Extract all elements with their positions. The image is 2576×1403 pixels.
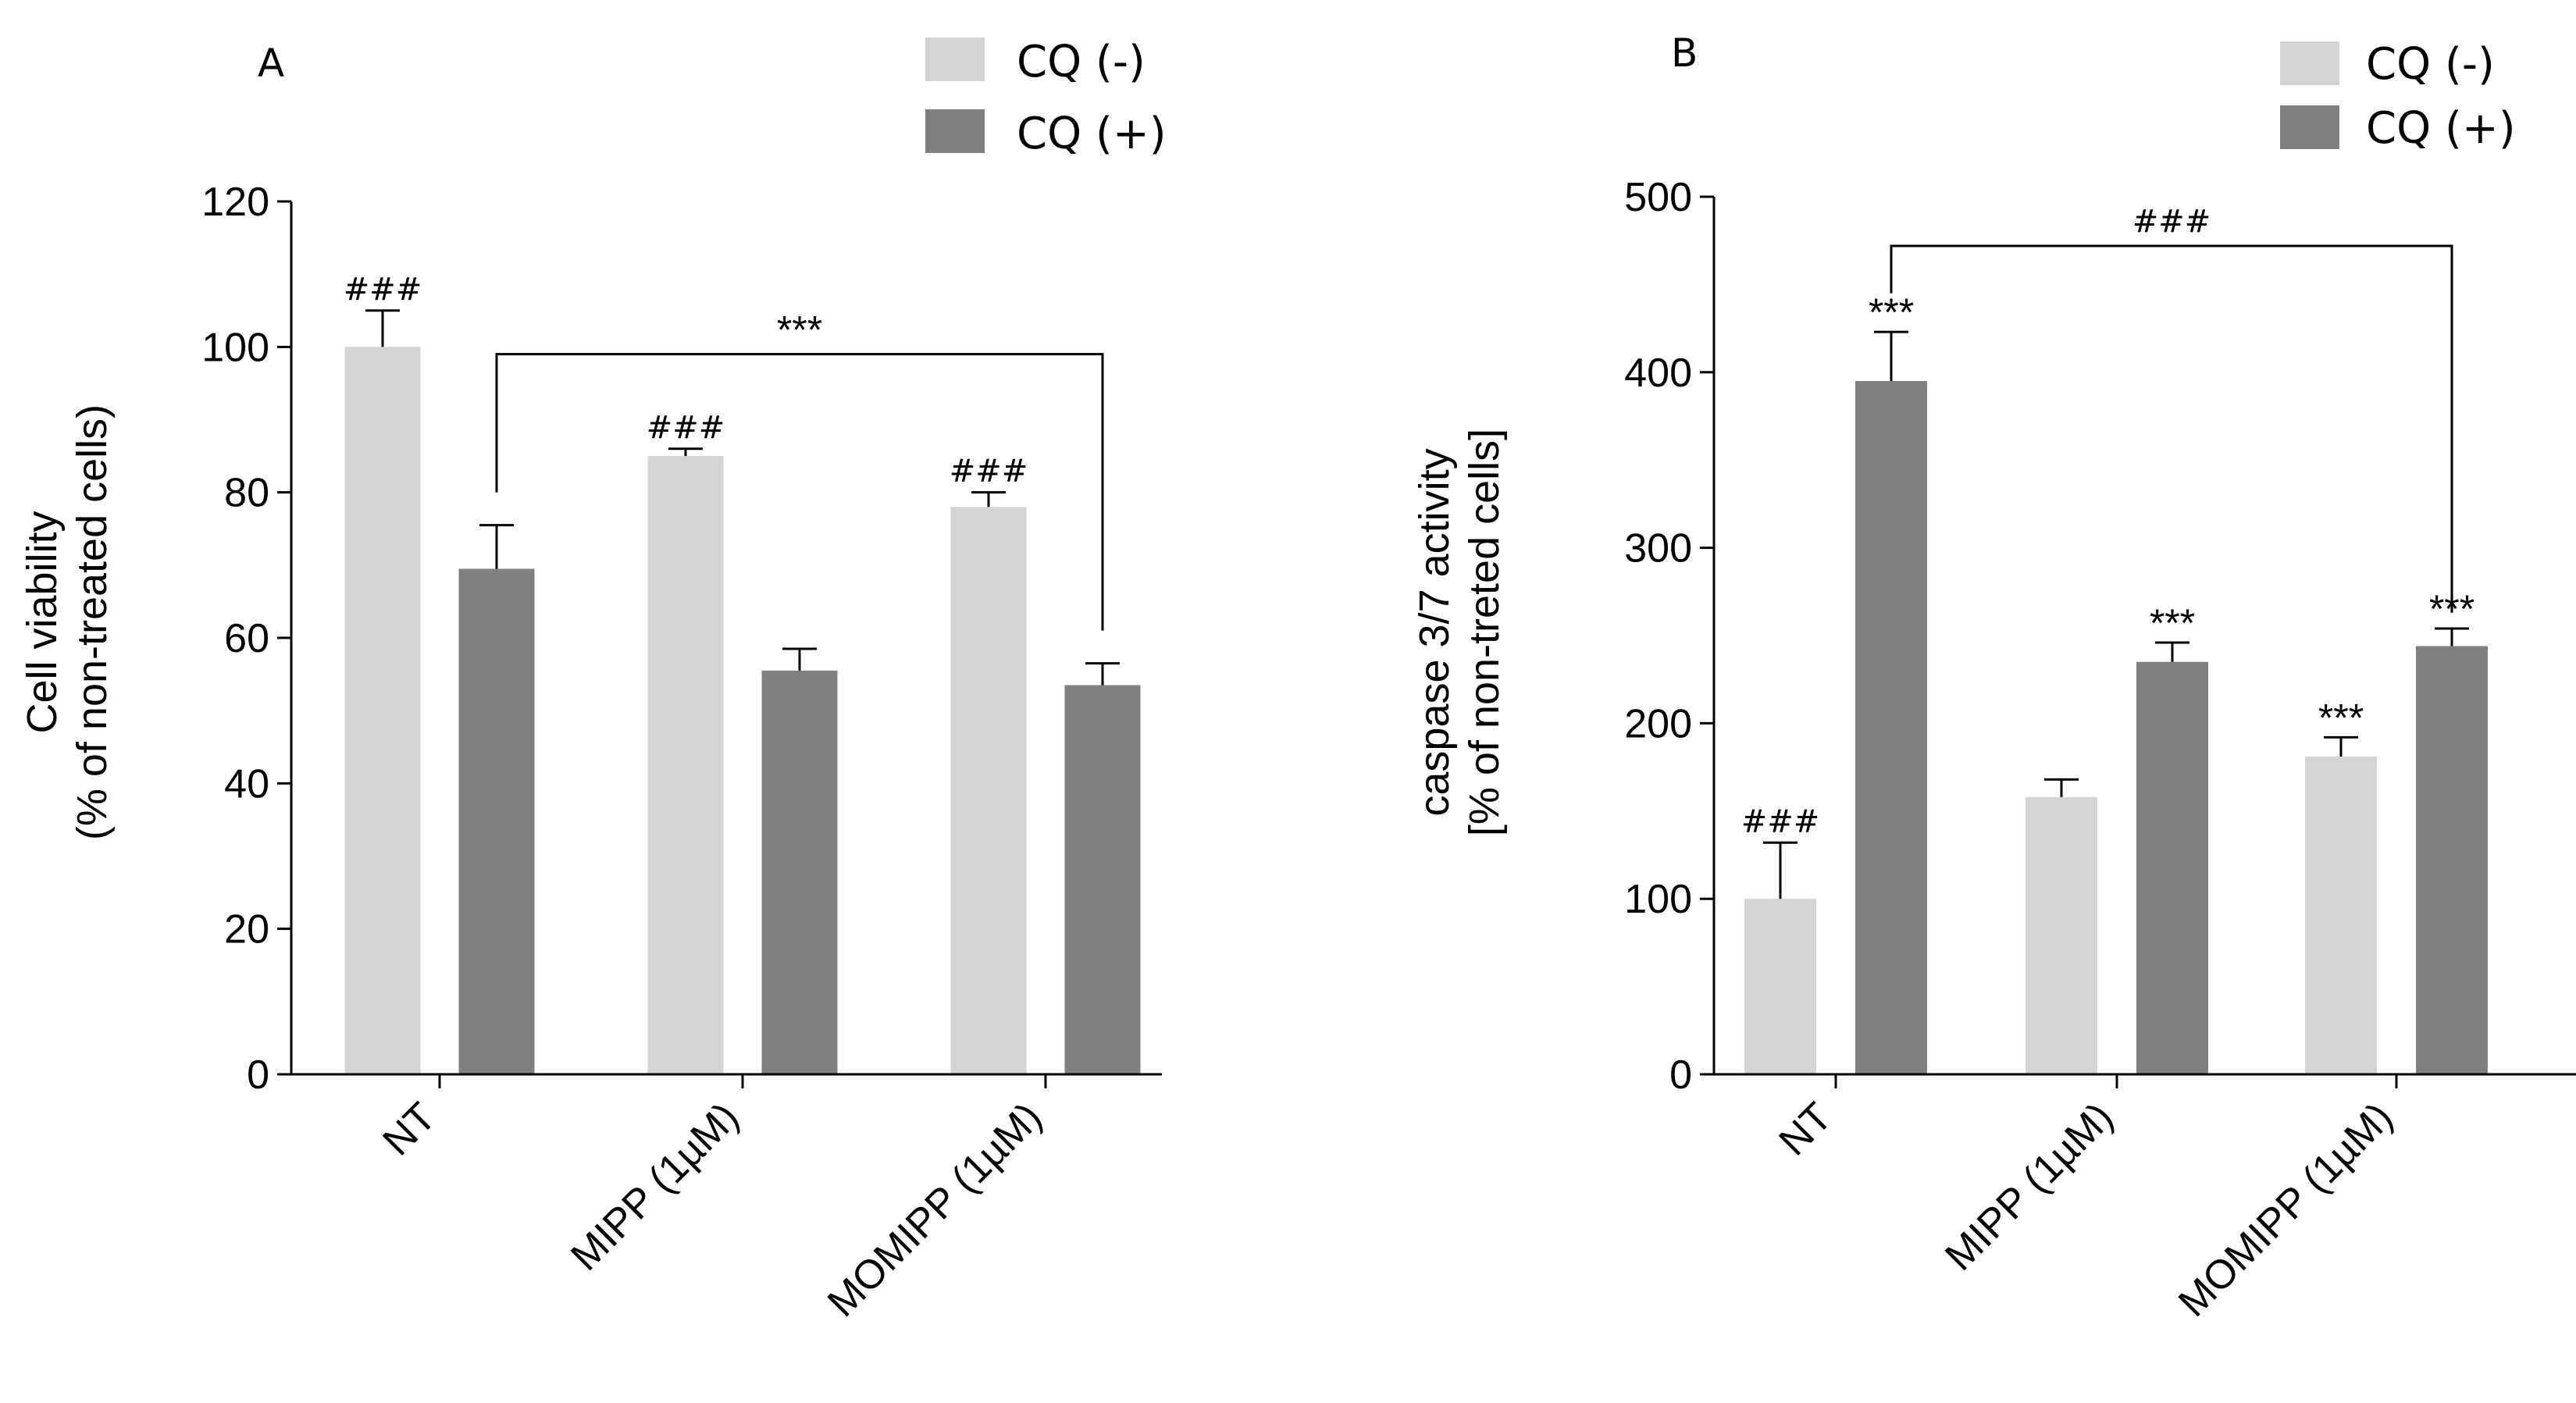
panel-b-y-tick-label: 500 [1624, 175, 1692, 220]
panel-b-y-tick-label: 400 [1624, 351, 1692, 396]
panel-a-bracket-label: *** [777, 308, 822, 352]
panel-b-legend-label-cq-plus: CQ (+) [2366, 103, 2516, 154]
panel-b-bar-cq-minus [1744, 899, 1816, 1074]
panel-b-y-tick-label: 200 [1624, 701, 1692, 746]
panel-b-legend-label-cq-minus: CQ (-) [2366, 39, 2495, 90]
panel-a-x-tick-label-group: NT [374, 1094, 444, 1164]
panel-a-annotations: ### ### ### [344, 272, 1028, 490]
panel-b-x-ticks [1834, 1074, 2398, 1088]
panel-a-significance-bracket: *** [495, 308, 1104, 631]
panel-a-bar-cq-plus [761, 670, 838, 1074]
panel-b-legend-swatch-cq-minus [2280, 41, 2339, 85]
panel-b-bracket-label: ### [2132, 204, 2211, 240]
panel-a-legend-label-cq-minus: CQ (-) [1017, 37, 1145, 87]
panel-b-x-tick-label-group: NT [1770, 1094, 1840, 1164]
panel-b-y-tick-label: 100 [1624, 877, 1692, 922]
panel-a-legend-label-cq-plus: CQ (+) [1017, 109, 1167, 159]
panel-b-x-tick-label: MIPP (1µM) [1936, 1094, 2122, 1279]
panel-b-bar-cq-plus [2416, 646, 2488, 1074]
panel-a-legend: CQ (-) CQ (+) [925, 37, 1167, 159]
panel-a-y-tick-label: 80 [224, 471, 269, 516]
panel-a-bar-cq-plus [458, 568, 535, 1074]
panel-b-y-axis-title-line1: caspase 3/7 activity [1411, 448, 1458, 816]
panel-a-letter: A [258, 41, 284, 86]
panel-b-bar-cq-minus [2026, 796, 2097, 1074]
panel-a-y-tick-label: 20 [224, 907, 269, 953]
panel-a-y-tick-label: 0 [247, 1052, 269, 1098]
panel-a-x-tick-label-group: MIPP (1µM) [562, 1094, 747, 1279]
panel-b-x-tick-label: MOMIPP (1µM) [2170, 1094, 2401, 1325]
panel-a-hash-annotation: ### [647, 410, 725, 446]
panel-b: B CQ (-) CQ (+) caspase 3/7 activity [% … [1411, 30, 2576, 1326]
panel-a-y-axis-title: Cell viability (% of non-treated cells) [19, 404, 116, 840]
panel-a-bar-cq-plus [1064, 685, 1141, 1074]
panel-a-legend-swatch-cq-plus [925, 109, 985, 153]
panel-b-y-axis-title: caspase 3/7 activity [% of non-treted ce… [1411, 429, 1508, 836]
panel-b-x-tick-labels: NT MIPP (1µM) MOMIPP (1µM) [1770, 1094, 2401, 1325]
panel-b-y-tick-label: 300 [1624, 526, 1692, 572]
panel-b-bar-cq-plus [2136, 661, 2208, 1074]
panel-b-x-tick-label-group: MOMIPP (1µM) [2170, 1094, 2401, 1325]
panel-b-x-tick-label-group: MIPP (1µM) [1936, 1094, 2122, 1279]
panel-a-y-tick-label: 40 [224, 761, 269, 807]
panel-b-error-bars [1763, 330, 2469, 899]
panel-b-star-annotation: *** [2150, 601, 2195, 645]
panel-b-bars [1744, 381, 2488, 1074]
panel-a-y-tick-label: 120 [201, 180, 269, 225]
panel-a-y-ticks: 0 20 40 60 80 100 120 [201, 180, 291, 1098]
panel-a-bar-cq-minus [950, 507, 1027, 1074]
panel-a-x-ticks [438, 1074, 1047, 1088]
panel-b-letter: B [1671, 30, 1698, 76]
panel-a-y-axis-title-line1: Cell viability [19, 511, 66, 733]
panel-b-bar-cq-minus [2305, 757, 2377, 1074]
panel-a-bracket-line [495, 353, 1104, 631]
panel-b-x-tick-label: NT [1770, 1094, 1840, 1164]
panel-b-y-ticks: 0 100 200 300 400 500 [1624, 175, 1714, 1098]
panel-a-hash-annotation: ### [344, 272, 422, 308]
panel-b-star-annotation: *** [2318, 696, 2364, 739]
panel-b-bracket-line [1890, 244, 2453, 613]
panel-a-x-tick-label-group: MOMIPP (1µM) [819, 1094, 1050, 1325]
panel-b-y-tick-label: 0 [1669, 1052, 1692, 1098]
panel-b-legend-swatch-cq-plus [2280, 105, 2339, 149]
panel-a-bars [344, 347, 1141, 1074]
panel-b-significance-bracket: ### [1890, 204, 2453, 613]
panel-a-error-bars [365, 309, 1120, 685]
panel-a-y-tick-label: 100 [201, 325, 269, 370]
panel-b-y-axis-title-line2: [% of non-treted cells] [1461, 429, 1508, 836]
panel-a-bar-cq-minus [344, 347, 421, 1074]
panel-b-annotations: ###************ [1741, 290, 2474, 839]
panel-a-x-tick-label: MOMIPP (1µM) [819, 1094, 1050, 1325]
panel-a-y-axis-title-line2: (% of non-treated cells) [69, 404, 116, 840]
panel-b-bar-cq-plus [1855, 381, 1927, 1074]
panel-b-hash-annotation: ### [1741, 803, 1820, 839]
panel-a-hash-annotation: ### [950, 454, 1028, 490]
panel-a-x-tick-labels: NT MIPP (1µM) MOMIPP (1µM) [374, 1094, 1050, 1325]
panel-b-star-annotation: *** [1869, 290, 1914, 334]
panel-a-x-tick-label: MIPP (1µM) [562, 1094, 747, 1279]
panel-a: A CQ (-) CQ (+) Cell viability (% of non… [19, 37, 1167, 1326]
panel-b-legend: CQ (-) CQ (+) [2280, 39, 2516, 154]
panel-a-x-tick-label: NT [374, 1094, 444, 1164]
panel-a-y-tick-label: 60 [224, 616, 269, 661]
panel-a-bar-cq-minus [647, 456, 724, 1074]
panel-a-legend-swatch-cq-minus [925, 37, 985, 81]
